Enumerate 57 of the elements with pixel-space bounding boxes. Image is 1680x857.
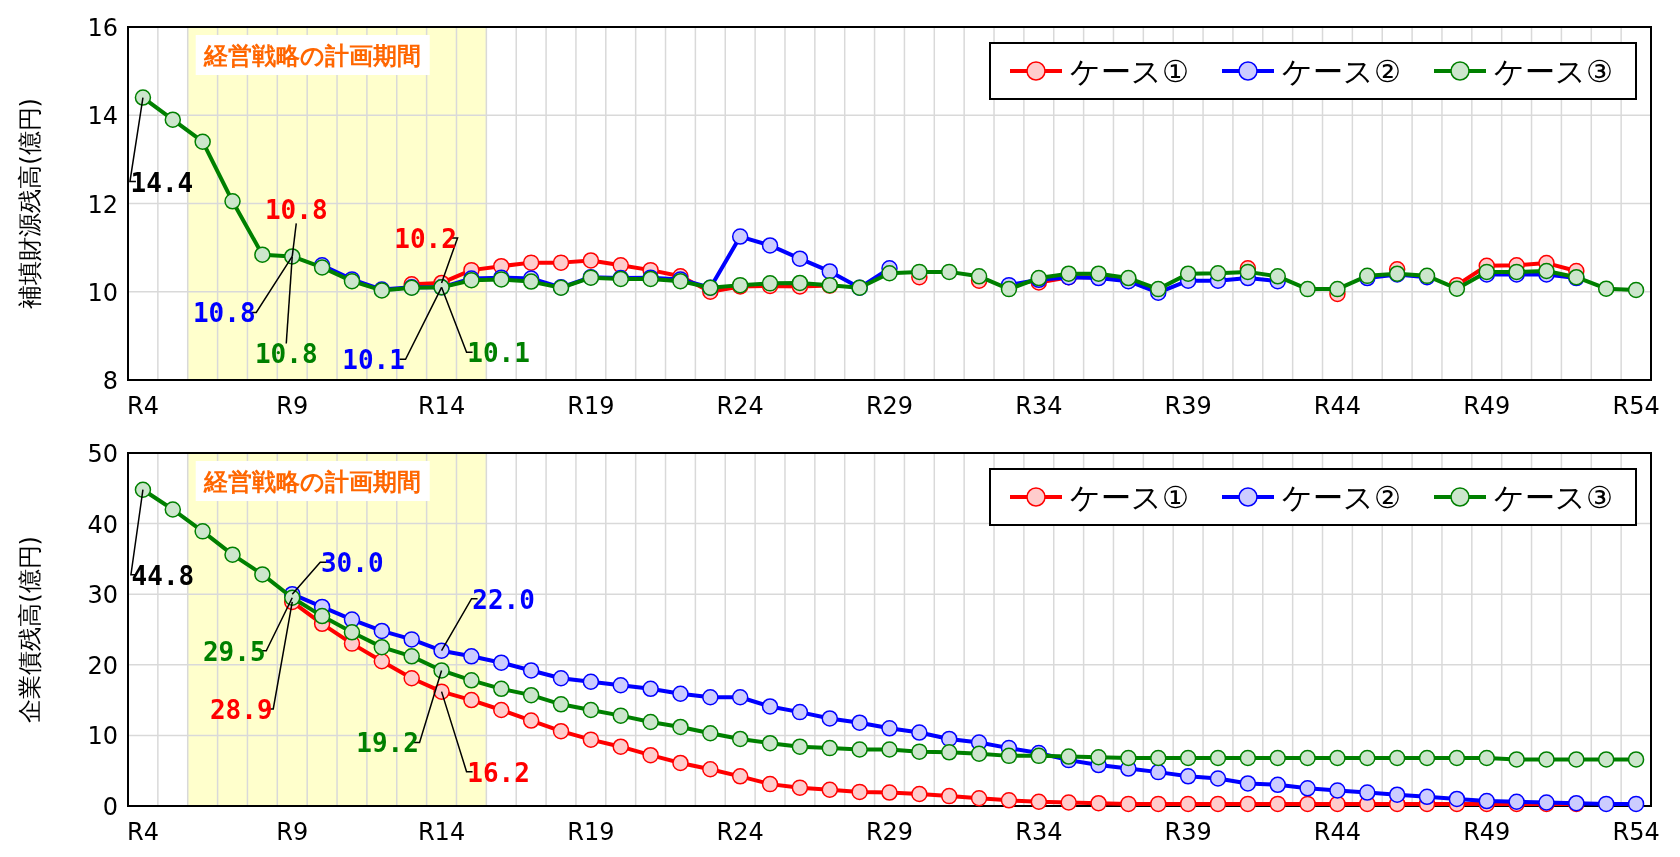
y-tick-label: 30	[87, 581, 118, 610]
y-tick-label: 20	[87, 651, 118, 680]
y-tick-label: 50	[87, 440, 118, 468]
y-tick-label: 0	[102, 793, 118, 821]
x-tick-label: R24	[716, 818, 764, 846]
y-tick-label: 10	[87, 278, 118, 307]
annotation: 44.8	[131, 560, 195, 591]
annotation: 経営戦略の計画期間	[202, 42, 421, 70]
x-tick-label: R9	[276, 818, 309, 846]
annotation: 10.1	[342, 345, 405, 376]
y-tick-label: 16	[87, 14, 118, 42]
x-tick-label: R39	[1164, 818, 1212, 846]
annotation: 16.2	[467, 757, 530, 788]
annotation: 10.1	[467, 338, 530, 369]
x-tick-label: R24	[716, 392, 764, 420]
y-tick-label: 12	[87, 190, 118, 219]
y-tick-label: 40	[87, 510, 118, 539]
legend-label: ケース①	[1070, 480, 1189, 515]
annotation: 経営戦略の計画期間	[202, 468, 421, 496]
x-tick-label: R19	[567, 392, 615, 420]
legend-label: ケース③	[1494, 54, 1613, 89]
x-tick-label: R9	[276, 392, 309, 420]
x-tick-label: R39	[1164, 392, 1212, 420]
annotation: 10.2	[394, 223, 457, 254]
x-tick-label: R49	[1463, 818, 1511, 846]
annotation: 10.8	[192, 298, 256, 329]
x-tick-label: R54	[1612, 392, 1660, 420]
x-tick-label: R29	[865, 392, 914, 420]
annotation: 29.5	[202, 636, 266, 667]
x-tick-label: R29	[865, 818, 914, 846]
x-tick-label: R49	[1463, 392, 1511, 420]
legend-label: ケース②	[1282, 54, 1401, 89]
x-tick-label: R19	[567, 818, 615, 846]
legend-label: ケース①	[1070, 54, 1189, 89]
annotation: 28.9	[209, 694, 273, 725]
x-tick-label: R4	[126, 392, 159, 420]
x-tick-label: R54	[1612, 818, 1660, 846]
annotation: 10.8	[254, 339, 318, 370]
y-tick-label: 14	[87, 102, 118, 131]
annotation: 19.2	[356, 728, 419, 759]
x-tick-label: R4	[126, 818, 159, 846]
y-axis-title: 企業債残高(億円)	[16, 536, 44, 723]
x-tick-label: R34	[1015, 818, 1063, 846]
x-tick-label: R14	[417, 392, 466, 420]
annotation: 22.0	[472, 584, 535, 615]
x-tick-label: R34	[1015, 392, 1063, 420]
x-tick-label: R44	[1313, 818, 1362, 846]
annotation: 30.0	[320, 548, 384, 579]
y-axis-title: 補填財源残高(億円)	[16, 98, 44, 309]
y-tick-label: 8	[102, 367, 118, 395]
annotation: 10.8	[264, 195, 328, 226]
annotation: 14.4	[130, 167, 194, 198]
legend-label: ケース③	[1494, 480, 1613, 515]
y-tick-label: 10	[87, 722, 118, 751]
x-tick-label: R44	[1313, 392, 1362, 420]
legend-label: ケース②	[1282, 480, 1401, 515]
x-tick-label: R14	[417, 818, 466, 846]
